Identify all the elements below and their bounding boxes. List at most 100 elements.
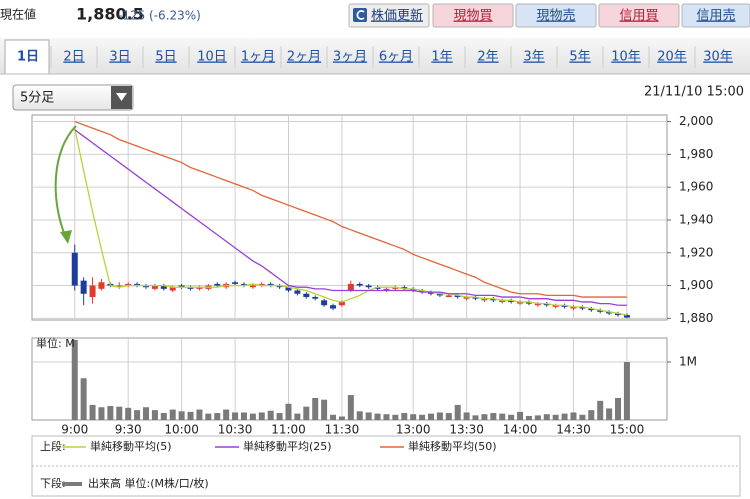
tab[interactable]: 3年 [523,50,544,65]
tab[interactable]: 20年 [657,50,687,65]
candle-body [365,285,372,288]
y-tick-label: 1,900 [679,278,713,292]
tab[interactable]: 10年 [611,50,641,65]
candle-body [517,301,524,304]
x-tick-label: 13:00 [396,423,431,437]
x-tick-label: 14:30 [556,423,591,437]
tab[interactable]: 5日 [155,50,176,65]
candle-body [383,288,390,291]
volume-bar [214,413,221,420]
volume-bar [543,414,550,420]
candle-body [267,283,274,286]
y-tick-label: 1,940 [679,212,713,226]
y-tick-label: 1,960 [679,180,713,194]
candle-body [151,285,158,289]
button-label[interactable]: 現物買 [453,9,492,24]
candle-body [160,285,167,289]
candle-body [240,283,247,286]
button-label[interactable]: 信用買 [619,9,658,24]
tab[interactable]: 3日 [109,50,130,65]
candle-body [303,293,310,298]
button-label[interactable]: 現物売 [536,8,575,24]
volume-bar [534,415,541,420]
volume-bar [588,410,595,420]
volume-bar [89,404,96,420]
candle-body [454,295,461,298]
tab[interactable]: 2日 [63,50,84,65]
volume-unit-label: 単位: M [36,336,75,350]
candle-body [187,287,194,289]
x-tick-label: 11:30 [325,423,360,437]
button-label[interactable]: 株価更新 [371,8,423,24]
volume-bar [490,413,497,420]
tab[interactable]: 10日 [197,50,227,65]
button-label[interactable]: 信用売 [696,8,735,24]
candle-body [427,292,434,294]
x-tick-label: 10:30 [218,423,253,437]
legend: 上段: 単純移動平均(5) 単純移動平均(25) 単純移動平均(50) 下段: 出来高 単… [40,439,497,490]
button[interactable] [681,3,750,28]
volume-bar [303,406,310,420]
candle-body [116,285,123,288]
volume-bar [481,414,488,420]
timestamp: 21/11/10 15:00 [644,85,744,100]
volume-bar [142,407,149,420]
trade-buttons: 株価更新 現物買 現物売 信用買 信用売 [348,3,750,28]
volume-bar [151,410,158,420]
annotation-arrow [54,125,77,239]
tab[interactable]: 6ヶ月 [379,50,413,65]
candle-body [543,303,550,306]
tab[interactable]: 1年 [431,50,452,65]
tab[interactable]: 5年 [569,50,590,65]
button[interactable] [432,3,514,28]
button[interactable] [515,3,597,28]
volume-bar [223,409,230,420]
candle-body [374,287,381,289]
tab[interactable]: 2ヶ月 [287,50,321,65]
tab[interactable]: 2年 [477,50,498,65]
button[interactable] [348,3,430,28]
candle-body [276,285,283,288]
volume-bar [606,408,613,420]
candle-body [419,290,426,293]
x-tick-label: 9:00 [61,423,88,437]
candle-body [356,283,363,286]
tab[interactable]: 30年 [703,50,733,65]
candle-body [392,287,399,289]
current-price: 1,880.5 [76,5,144,24]
tab[interactable]: 3ヶ月 [333,50,367,65]
candle-body [125,283,132,286]
candle-body [294,290,301,294]
interval-dropdown[interactable]: 5分足 [12,84,134,111]
y-tick-label: 1,920 [679,245,713,259]
x-tick-label: 9:30 [115,423,142,437]
candle-body [89,285,96,298]
x-tick-label: 10:00 [164,423,199,437]
volume-bar [249,413,256,420]
candle-body [98,282,105,289]
y-tick-label: 1,980 [679,147,713,161]
volume-bar [312,397,319,420]
refresh-glyph [356,10,365,20]
candle-body [508,300,515,302]
volume-bar [321,399,328,420]
candle-body [249,285,256,288]
volume-bar [419,414,426,420]
legend-row-label: 上段: [40,439,66,453]
volume-bar [134,410,141,420]
volume-bar [330,414,337,420]
volume-bar [472,415,479,420]
tab[interactable]: 1ヶ月 [241,50,275,65]
volume-bar [125,407,132,420]
x-tick-label: 14:00 [503,423,538,437]
volume-bar [623,362,630,420]
volume-bar [552,414,559,420]
tab[interactable]: 1日 [17,50,39,65]
x-tick-label: 15:00 [610,423,645,437]
dropdown-box[interactable] [12,84,134,111]
candle-body [312,297,319,299]
button[interactable] [598,3,680,28]
volume-bar [410,414,417,420]
candle-body [481,298,488,301]
candle-body [71,252,78,286]
